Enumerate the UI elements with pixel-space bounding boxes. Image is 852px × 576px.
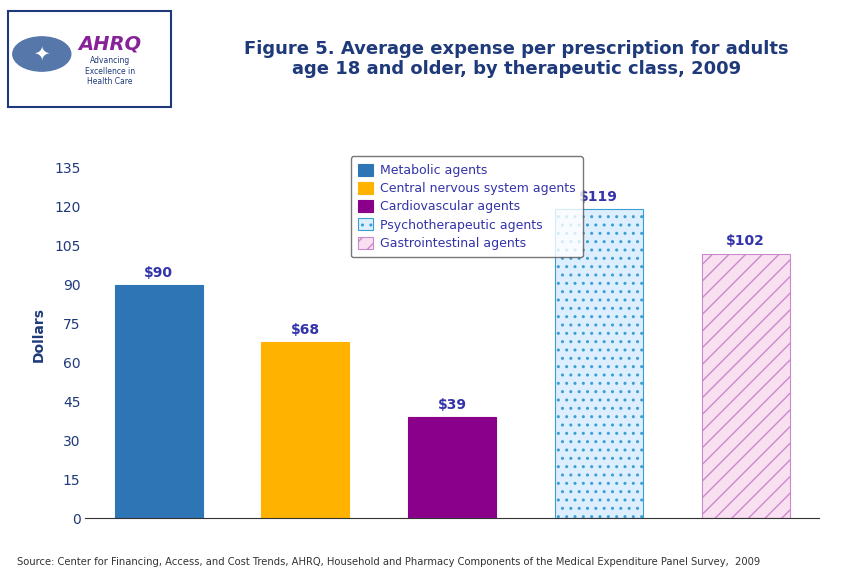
- Text: $68: $68: [291, 323, 320, 337]
- Text: Figure 5. Average expense per prescription for adults
age 18 and older, by thera: Figure 5. Average expense per prescripti…: [244, 40, 787, 78]
- Bar: [700, 253, 789, 518]
- Text: $39: $39: [437, 398, 466, 412]
- Legend: Metabolic agents, Central nervous system agents, Cardiovascular agents, Psychoth: Metabolic agents, Central nervous system…: [350, 156, 582, 257]
- Text: AHRQ: AHRQ: [78, 35, 141, 54]
- Text: Source: Center for Financing, Access, and Cost Trends, AHRQ, Household and Pharm: Source: Center for Financing, Access, an…: [17, 558, 759, 567]
- Text: Advancing
Excellence in
Health Care: Advancing Excellence in Health Care: [85, 56, 135, 86]
- Text: $90: $90: [144, 266, 173, 279]
- Bar: [261, 342, 349, 518]
- FancyBboxPatch shape: [8, 10, 171, 107]
- Y-axis label: Dollars: Dollars: [32, 306, 46, 362]
- Bar: [554, 210, 642, 518]
- Bar: [407, 417, 496, 518]
- Text: $119: $119: [579, 190, 618, 204]
- Text: $102: $102: [725, 234, 764, 248]
- Bar: [114, 285, 203, 518]
- Text: ✦: ✦: [33, 44, 50, 63]
- Circle shape: [13, 37, 71, 71]
